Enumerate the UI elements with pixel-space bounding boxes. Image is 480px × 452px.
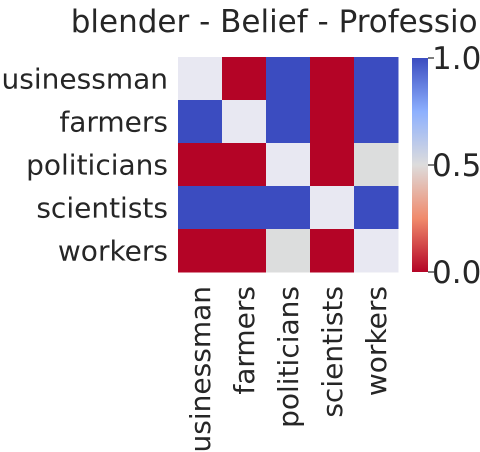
heatmap-cell-1-0 [178,100,223,144]
colorbar-tick-label: 0.0 [432,255,480,291]
heatmap-cell-4-0 [178,229,223,273]
colorbar-tick-label: 1.0 [432,41,480,77]
row-label: politicians [26,149,168,182]
colorbar-ticks: 0.0 0.5 1.0 [428,41,480,291]
heatmap-cell-4-4 [354,229,399,273]
colorbar [412,58,428,272]
heatmap-cell-2-3 [310,143,355,187]
heatmap-cell-3-1 [222,186,267,230]
heatmap-cell-4-1 [222,229,267,273]
row-label: businessman [0,63,168,96]
row-label: scientists [36,192,168,225]
column-labels: businessman farmers politicians scientists w… [184,286,393,452]
heatmap-cell-0-2 [266,57,311,101]
heatmap-cell-2-0 [178,143,223,187]
column-label: farmers [228,286,261,395]
column-label: workers [360,286,393,396]
heatmap-cells [178,57,399,273]
heatmap-cell-4-3 [310,229,355,273]
column-label: businessman [184,286,217,452]
row-label: farmers [59,106,168,139]
heatmap-cell-3-0 [178,186,223,230]
colorbar-tick-label: 0.5 [432,148,480,184]
heatmap-cell-2-4 [354,143,399,187]
heatmap-cell-0-0 [178,57,223,101]
heatmap-cell-1-3 [310,100,355,144]
heatmap-cell-3-3 [310,186,355,230]
column-label: scientists [316,286,349,418]
heatmap-cell-1-4 [354,100,399,144]
heatmap-cell-0-1 [222,57,267,101]
column-label: politicians [272,286,305,428]
heatmap-cell-1-1 [222,100,267,144]
heatmap-cell-0-4 [354,57,399,101]
heatmap-cell-3-4 [354,186,399,230]
chart-title: blender - Belief - Profession [71,4,480,40]
heatmap-cell-2-1 [222,143,267,187]
heatmap-cell-1-2 [266,100,311,144]
heatmap-cell-4-2 [266,229,311,273]
heatmap-cell-0-3 [310,57,355,101]
heatmap-cell-2-2 [266,143,311,187]
row-label: workers [58,235,168,268]
row-labels: businessman farmers politicians scientists w… [0,63,168,268]
heatmap-cell-3-2 [266,186,311,230]
